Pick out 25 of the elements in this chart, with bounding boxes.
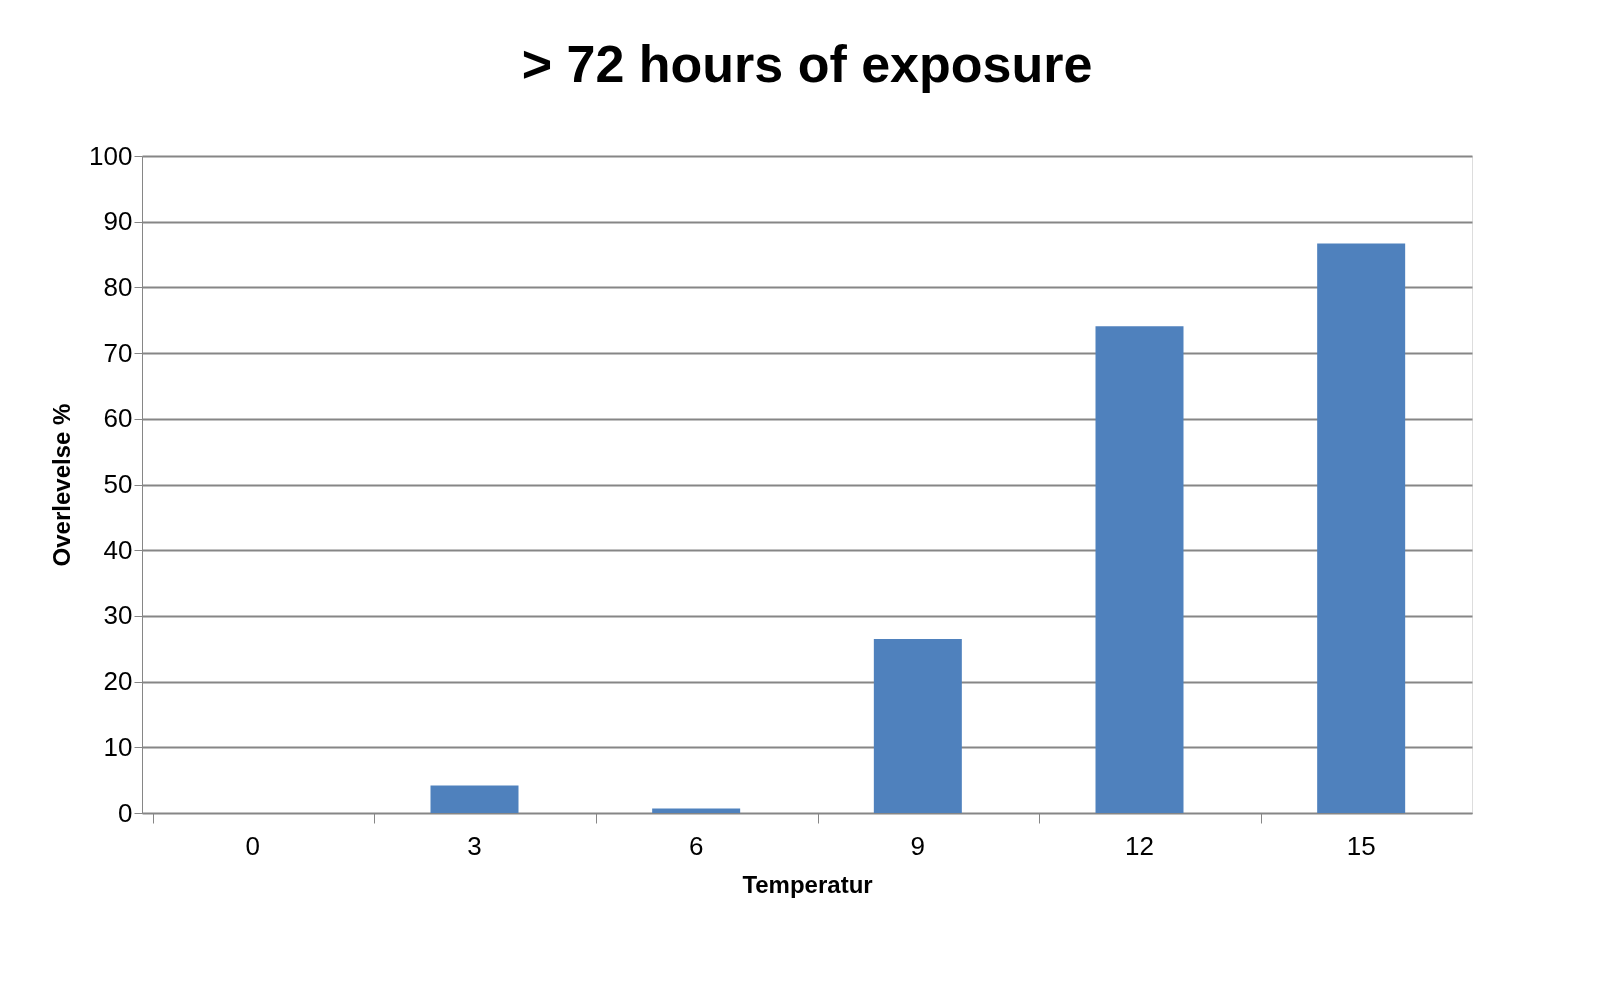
x-tick-label: 12 bbox=[1125, 830, 1154, 861]
y-tick-label: 90 bbox=[103, 206, 133, 237]
y-tick-label: 70 bbox=[103, 337, 133, 368]
y-tick-label: 20 bbox=[103, 666, 133, 697]
bar bbox=[1095, 326, 1184, 813]
x-tick-label: 9 bbox=[910, 830, 926, 861]
x-tick-label: 3 bbox=[467, 830, 482, 861]
bar bbox=[652, 808, 741, 813]
y-tick-label: 60 bbox=[103, 403, 133, 434]
y-tick-label: 40 bbox=[103, 534, 133, 565]
x-axis-title: Temperatur bbox=[742, 870, 873, 898]
x-tick-label: 6 bbox=[688, 830, 704, 861]
y-tick-label: 50 bbox=[103, 469, 133, 499]
bar bbox=[430, 785, 519, 813]
x-tick-label: 0 bbox=[245, 830, 261, 861]
y-tick-label: 100 bbox=[89, 140, 133, 171]
x-tick-label: 15 bbox=[1346, 830, 1376, 861]
chart-title: > 72 hours of exposure bbox=[521, 35, 1093, 93]
y-tick-label: 30 bbox=[103, 600, 133, 631]
bar bbox=[873, 638, 962, 813]
y-tick-label: 80 bbox=[103, 271, 133, 302]
y-axis-title: Overlevelse % bbox=[48, 403, 76, 567]
y-tick-label: 10 bbox=[103, 731, 133, 762]
bar bbox=[1317, 243, 1406, 813]
y-tick-label: 0 bbox=[118, 797, 133, 828]
